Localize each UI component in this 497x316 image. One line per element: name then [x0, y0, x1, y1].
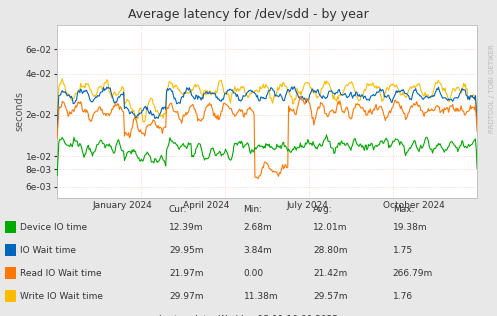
Text: October 2024: October 2024 — [383, 201, 444, 210]
Text: Min:: Min: — [244, 205, 262, 214]
Text: 1.76: 1.76 — [393, 292, 413, 301]
Text: Avg:: Avg: — [313, 205, 332, 214]
Text: Device IO time: Device IO time — [20, 223, 87, 232]
Text: RRDTOOL / TOBI OETIKER: RRDTOOL / TOBI OETIKER — [489, 44, 495, 133]
Text: 11.38m: 11.38m — [244, 292, 278, 301]
Text: Average latency for /dev/sdd - by year: Average latency for /dev/sdd - by year — [128, 8, 369, 21]
Text: 1.75: 1.75 — [393, 246, 413, 255]
Text: 29.95m: 29.95m — [169, 246, 203, 255]
Text: 29.57m: 29.57m — [313, 292, 347, 301]
Text: 21.97m: 21.97m — [169, 269, 203, 278]
Text: Cur:: Cur: — [169, 205, 187, 214]
Text: Last update: Wed Jan 15 11:10:00 2025: Last update: Wed Jan 15 11:10:00 2025 — [159, 315, 338, 316]
Text: 21.42m: 21.42m — [313, 269, 347, 278]
Text: April 2024: April 2024 — [183, 201, 230, 210]
Text: 19.38m: 19.38m — [393, 223, 427, 232]
Y-axis label: seconds: seconds — [14, 91, 24, 131]
Text: January 2024: January 2024 — [92, 201, 152, 210]
Text: IO Wait time: IO Wait time — [20, 246, 76, 255]
Text: 0.00: 0.00 — [244, 269, 263, 278]
Text: 3.84m: 3.84m — [244, 246, 272, 255]
Text: Write IO Wait time: Write IO Wait time — [20, 292, 103, 301]
Text: July 2024: July 2024 — [286, 201, 328, 210]
Text: 12.01m: 12.01m — [313, 223, 347, 232]
Text: Read IO Wait time: Read IO Wait time — [20, 269, 101, 278]
Text: 12.39m: 12.39m — [169, 223, 203, 232]
Text: Max:: Max: — [393, 205, 414, 214]
Text: 266.79m: 266.79m — [393, 269, 433, 278]
Text: 29.97m: 29.97m — [169, 292, 203, 301]
Text: 28.80m: 28.80m — [313, 246, 347, 255]
Text: 2.68m: 2.68m — [244, 223, 272, 232]
